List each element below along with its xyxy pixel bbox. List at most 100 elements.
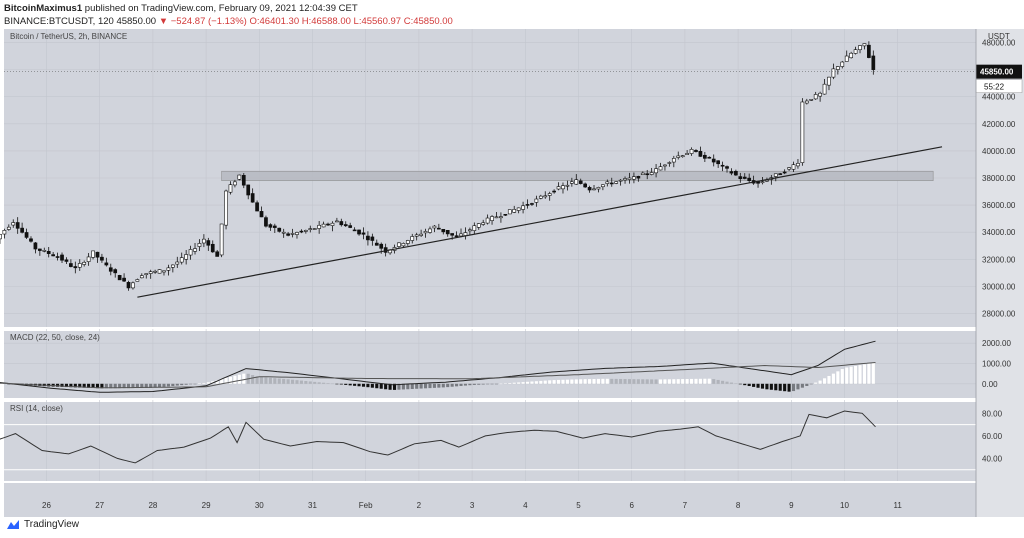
macd-histogram-bar: [344, 383, 348, 385]
macd-histogram-bar: [636, 379, 640, 384]
candle: [507, 209, 512, 215]
macd-histogram-bar: [277, 378, 281, 384]
candle: [601, 184, 605, 188]
x-tick-label: 27: [95, 501, 104, 510]
footer-brand[interactable]: TradingView: [24, 519, 80, 530]
macd-histogram-bar: [370, 383, 374, 388]
y-axis-unit-label: USDT: [988, 32, 1010, 41]
candle: [11, 222, 16, 226]
candle: [379, 243, 384, 249]
macd-histogram-bar: [796, 383, 800, 390]
macd-histogram-bar: [565, 379, 569, 384]
macd-histogram-bar: [224, 377, 228, 384]
trading-chart[interactable]: 262728293031Feb23456789101148000.0046000…: [0, 29, 1024, 517]
macd-histogram-bar: [228, 376, 233, 384]
macd-histogram-bar: [689, 378, 694, 384]
macd-histogram-bar: [384, 383, 388, 390]
macd-histogram-bar: [783, 383, 787, 392]
macd-histogram-bar: [654, 379, 658, 384]
macd-histogram-bar: [831, 373, 835, 384]
candle: [69, 263, 73, 267]
candle: [707, 156, 712, 159]
macd-histogram-bar: [171, 383, 175, 387]
candle: [166, 267, 171, 271]
macd-histogram-bar: [716, 379, 720, 384]
candle: [410, 236, 415, 241]
candle: [858, 45, 862, 51]
macd-histogram-bar: [100, 383, 104, 389]
macd-histogram-bar: [450, 383, 454, 387]
macd-histogram-bar: [87, 383, 91, 388]
candle: [663, 164, 667, 167]
candle: [51, 254, 56, 257]
candle: [259, 211, 264, 218]
candle: [822, 83, 827, 95]
candle: [454, 235, 459, 238]
resistance-zone: [221, 170, 934, 182]
y-tick-label: 1000.00: [982, 359, 1011, 368]
macd-histogram-bar: [126, 383, 131, 389]
macd-histogram-bar: [375, 383, 379, 389]
macd-histogram-bar: [237, 374, 241, 384]
candle: [383, 247, 388, 253]
author-name[interactable]: BitcoinMaximus1: [4, 3, 83, 14]
candle: [374, 242, 379, 246]
candle: [468, 229, 472, 232]
header-line-1: BitcoinMaximus1 published on TradingView…: [4, 3, 358, 14]
y-tick-label: 2000.00: [982, 339, 1011, 348]
y-tick-label: 80.00: [982, 409, 1003, 418]
candle: [490, 216, 494, 221]
candle: [530, 203, 534, 205]
candle: [481, 222, 486, 225]
macd-histogram-bar: [588, 379, 592, 384]
candle: [312, 228, 317, 230]
macd-histogram-bar: [627, 379, 632, 384]
candle: [459, 233, 463, 237]
macd-histogram-bar: [455, 383, 459, 387]
macd-histogram-bar: [650, 379, 654, 384]
candle: [148, 271, 153, 274]
candle: [348, 225, 353, 228]
y-tick-label: 48000.00: [982, 39, 1016, 48]
macd-histogram-bar: [304, 381, 308, 384]
x-tick-label: 2: [417, 501, 422, 510]
macd-histogram-bar: [273, 378, 277, 384]
candle: [179, 257, 184, 263]
macd-histogram-bar: [472, 383, 476, 385]
macd-histogram-bar: [392, 383, 397, 390]
candle: [698, 150, 703, 157]
macd-histogram-bar: [632, 379, 636, 384]
main-pane-title: Bitcoin / TetherUS, 2h, BINANCE: [10, 32, 127, 41]
candle: [414, 234, 419, 237]
y-tick-label: 0.00: [982, 380, 998, 389]
candle: [632, 176, 636, 180]
y-tick-label: 30000.00: [982, 282, 1016, 291]
candle: [104, 262, 109, 266]
macd-histogram-bar: [494, 383, 499, 385]
candle: [0, 234, 2, 240]
candle: [352, 229, 357, 232]
macd-histogram-bar: [113, 383, 117, 389]
x-tick-label: 29: [202, 501, 211, 510]
macd-histogram-bar: [734, 383, 738, 384]
candle: [534, 198, 539, 203]
candle: [401, 243, 406, 247]
macd-histogram-bar: [658, 379, 663, 384]
candle: [215, 251, 220, 257]
candle: [117, 275, 122, 281]
macd-histogram-bar: [56, 383, 60, 387]
macd-histogram-bar: [410, 383, 414, 390]
macd-histogram-bar: [778, 383, 782, 391]
candle: [738, 176, 743, 180]
macd-pane-title: MACD (22, 50, close, 24): [10, 333, 100, 342]
macd-histogram-bar: [326, 383, 330, 384]
macd-histogram-bar: [809, 383, 813, 385]
candle: [428, 228, 432, 233]
candle: [299, 230, 304, 233]
candle: [2, 230, 7, 235]
macd-histogram-bar: [322, 382, 326, 384]
candle: [224, 190, 228, 226]
x-tick-label: 28: [148, 501, 157, 510]
macd-histogram-bar: [180, 383, 184, 386]
footer: TradingView: [6, 519, 79, 530]
